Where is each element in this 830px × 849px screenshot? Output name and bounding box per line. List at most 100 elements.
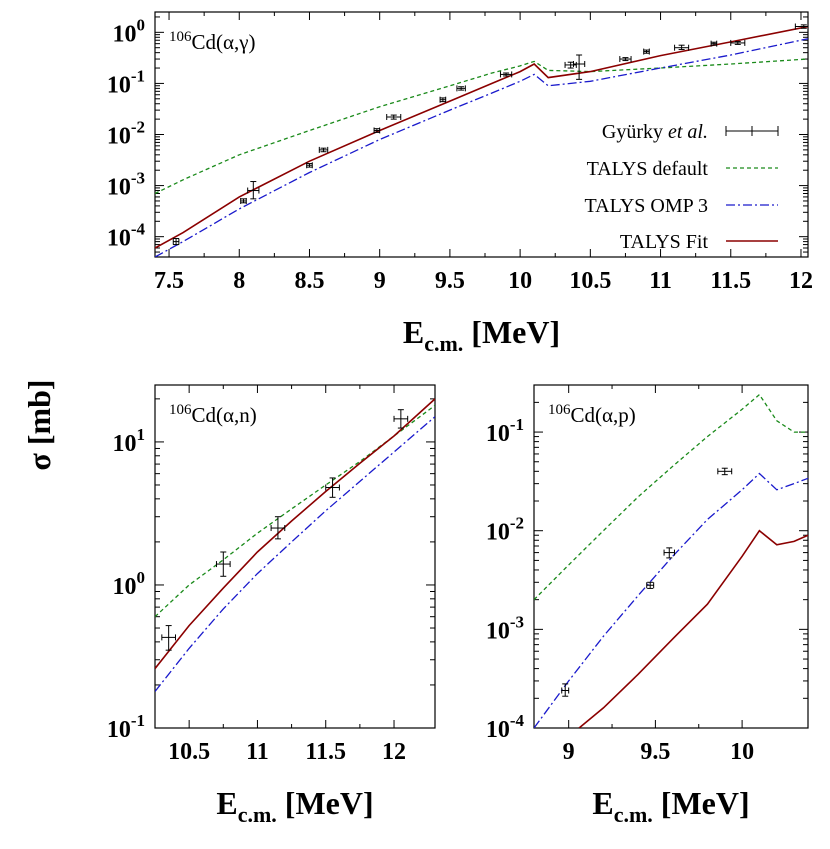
y-tick-base: 10	[113, 574, 137, 600]
data-point	[393, 409, 409, 429]
data-points-group	[161, 409, 409, 651]
panel-reaction-label: 106Cd(α,γ)	[169, 29, 256, 54]
data-point	[794, 23, 808, 30]
y-tick-exponent: -4	[510, 711, 525, 730]
reaction-mass-number: 106	[548, 402, 571, 418]
x-tick-label: 10	[730, 739, 754, 765]
y-tick-base: 10	[107, 717, 131, 743]
legend-label-text: TALYS Fit	[620, 231, 709, 253]
y-tick-label: 10-4	[107, 220, 146, 252]
data-point	[499, 71, 513, 78]
y-tick-base: 10	[107, 175, 131, 201]
series-line-talys-omp-3	[155, 38, 808, 257]
data-point	[325, 477, 340, 498]
x-axis-title-main: E	[592, 785, 613, 821]
y-tick-exponent: -3	[131, 169, 145, 188]
x-axis-title-main: E	[403, 314, 424, 350]
y-tick-base: 10	[113, 431, 137, 457]
data-point	[386, 114, 402, 121]
x-tick-label: 11	[649, 268, 672, 294]
y-tick-label: 10-1	[107, 66, 145, 98]
y-tick-label: 10-3	[486, 612, 524, 644]
series-line-talys-omp-3	[155, 416, 435, 692]
y-tick-exponent: -2	[131, 118, 145, 137]
y-tick-exponent: -1	[510, 415, 524, 434]
y-tick-base: 10	[107, 124, 131, 150]
x-axis-title-subscript: c.m.	[238, 802, 277, 827]
y-tick-label: 10-4	[486, 711, 525, 743]
legend-label-text: TALYS default	[587, 158, 709, 180]
x-axis-title-unit: [MeV]	[277, 785, 374, 821]
y-tick-label: 10-1	[486, 415, 524, 447]
data-point	[456, 85, 466, 92]
y-tick-label: 101	[113, 425, 146, 457]
panel-alpha-gamma: 7.5 8 8.5 9 9.5 10 10.5 11 11.5 1210-410-310-210-…	[107, 11, 813, 356]
y-tick-label: 10-2	[107, 118, 145, 150]
y-tick-exponent: -1	[131, 711, 145, 730]
x-tick-label: 11.5	[710, 268, 751, 294]
reaction-name: Cd(α,n)	[192, 403, 257, 427]
reaction-name: Cd(α,p)	[571, 403, 636, 427]
y-tick-exponent: -3	[510, 612, 524, 631]
y-tick-exponent: 0	[137, 568, 146, 587]
data-point	[172, 238, 180, 246]
legend-label: Gyürky et al.	[602, 121, 708, 143]
data-point	[215, 551, 231, 577]
legend-label: TALYS default	[587, 158, 709, 180]
x-axis-title-main: E	[216, 785, 237, 821]
data-point	[240, 197, 247, 204]
data-point	[161, 625, 176, 651]
x-tick-label: 9.5	[435, 268, 465, 294]
panel-reaction-label: 106Cd(α,n)	[169, 402, 257, 427]
legend-label-italic: et al.	[668, 121, 708, 143]
legend-label: TALYS Fit	[620, 231, 709, 253]
series-line-talys-fit	[155, 398, 435, 670]
data-point	[318, 146, 329, 153]
x-tick-label: 10	[508, 268, 532, 294]
x-tick-label: 9	[374, 268, 386, 294]
data-point	[730, 39, 746, 46]
series-group	[534, 393, 808, 728]
y-tick-base: 10	[113, 21, 137, 47]
series-line-talys-fit	[578, 529, 808, 728]
x-tick-label: 10.5	[168, 739, 210, 765]
data-points-group	[561, 467, 733, 697]
data-point	[373, 127, 381, 134]
x-tick-label: 9.5	[640, 739, 670, 765]
x-axis-title-subscript: c.m.	[424, 331, 463, 356]
y-tick-label: 10-3	[107, 169, 145, 201]
y-tick-label: 100	[113, 15, 146, 47]
x-tick-label: 7.5	[154, 268, 184, 294]
series-line-talys-omp-3	[534, 472, 808, 728]
x-tick-label: 11.5	[305, 739, 346, 765]
data-point	[710, 40, 718, 47]
series-group	[155, 398, 435, 692]
x-axis-title: Ec.m. [MeV]	[403, 314, 560, 356]
data-point	[247, 181, 260, 200]
y-tick-label: 10-2	[486, 514, 524, 546]
y-tick-base: 10	[486, 421, 510, 447]
x-axis-title-subscript: c.m.	[614, 802, 653, 827]
x-tick-label: 11	[246, 739, 269, 765]
y-tick-base: 10	[486, 520, 510, 546]
reaction-mass-number: 106	[169, 29, 192, 45]
reaction-name: Cd(α,γ)	[192, 30, 256, 54]
plot-frame	[533, 384, 809, 729]
panel-reaction-label: 106Cd(α,p)	[548, 402, 636, 427]
x-tick-label: 9	[563, 739, 575, 765]
data-point	[717, 467, 733, 476]
y-tick-base: 10	[107, 72, 131, 98]
data-point	[663, 547, 675, 559]
data-point	[439, 96, 447, 103]
legend-label-text: TALYS OMP 3	[585, 195, 708, 217]
series-line-talys-default	[155, 58, 808, 195]
x-axis-title: Ec.m. [MeV]	[592, 785, 749, 827]
plot-frame	[154, 384, 436, 729]
data-point	[564, 61, 577, 69]
x-tick-label: 12	[382, 739, 406, 765]
legend-label: TALYS OMP 3	[585, 195, 708, 217]
data-points-group	[172, 23, 808, 246]
